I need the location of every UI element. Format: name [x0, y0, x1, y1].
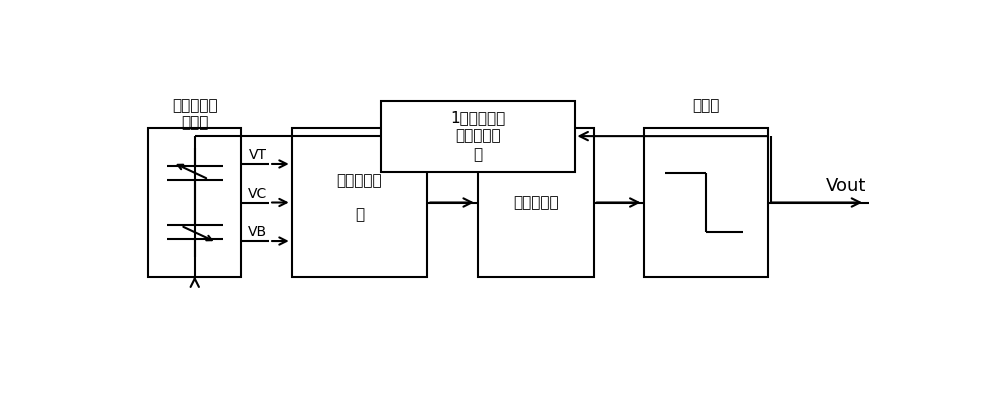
Text: Vout: Vout — [826, 176, 866, 194]
Text: 路: 路 — [355, 207, 364, 223]
Text: 读出放大电: 读出放大电 — [337, 173, 382, 188]
Text: 传感器: 传感器 — [181, 115, 208, 130]
Text: 电容式惯性: 电容式惯性 — [172, 98, 218, 113]
Text: 制信号发生: 制信号发生 — [455, 129, 500, 144]
Text: VC: VC — [248, 187, 267, 201]
Text: 环路滤波器: 环路滤波器 — [513, 195, 559, 210]
Text: 1位力反馈控: 1位力反馈控 — [450, 110, 505, 125]
Bar — [644, 128, 768, 277]
Bar — [478, 128, 594, 277]
Bar — [292, 128, 427, 277]
Bar — [381, 101, 574, 172]
Text: VT: VT — [249, 148, 267, 162]
Text: 比较器: 比较器 — [693, 98, 720, 113]
Text: 器: 器 — [473, 147, 482, 162]
Text: VB: VB — [248, 225, 267, 239]
Bar — [148, 128, 241, 277]
